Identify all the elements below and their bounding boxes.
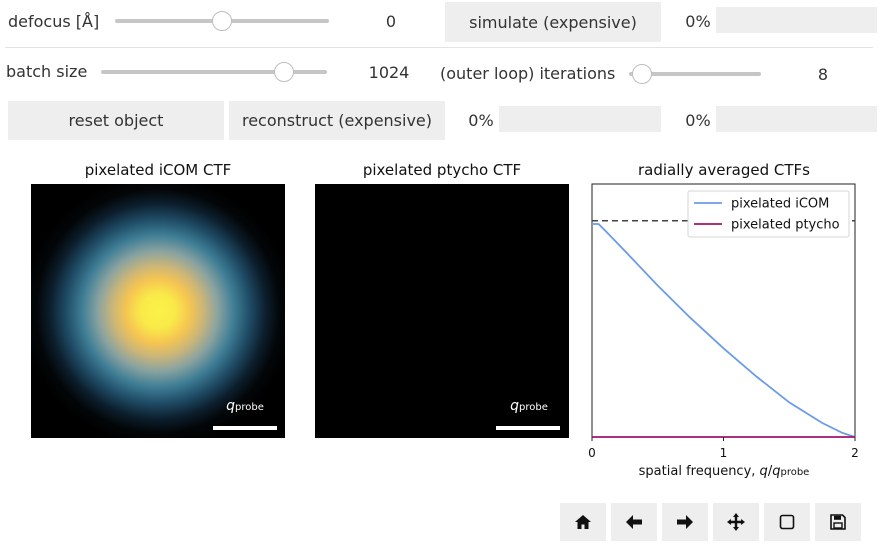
floppy-disk-icon [830,514,846,530]
save-button[interactable] [815,503,861,541]
x-tick-label: 1 [720,446,728,460]
iterations-label: (outer loop) iterations [440,64,616,83]
series-line-pixelated-iCOM [592,223,856,438]
zoom-rect-button[interactable] [764,503,810,541]
chart-title: radially averaged CTFs [638,161,810,179]
defocus-label: defocus [Å] [8,12,100,31]
batch-size-slider-thumb[interactable] [274,62,295,82]
batch-size-label: batch size [6,62,88,81]
icom-ctf-image: qprobe [31,184,285,438]
reconstruct-progress-bar [499,106,661,132]
legend-label: pixelated ptycho [731,218,840,233]
move-icon [727,513,745,531]
iterations-slider-thumb[interactable] [632,64,653,84]
pan-button[interactable] [713,503,759,541]
icom-scalebar-label: qprobe [226,398,264,414]
iterations-value: 8 [817,65,829,84]
home-icon [575,515,591,529]
simulate-progress-text: 0% [685,12,711,31]
arrow-left-icon [626,515,642,529]
simulate-progress-bar [716,7,877,33]
forward-button[interactable] [662,503,708,541]
radial-ctf-chart: 0 1 2 pixelated iCOM pixelated ptycho [588,183,859,460]
batch-size-value: 1024 [368,63,410,82]
reset-progress-text: 0% [685,111,711,130]
x-tick-label: 0 [588,446,596,460]
reconstruct-progress-text: 0% [468,111,494,130]
ptycho-ctf-title: pixelated ptycho CTF [362,161,522,179]
home-button[interactable] [560,503,606,541]
ptycho-ctf-image: qprobe [315,184,569,438]
x-tick-label: 2 [851,446,859,460]
legend-box [687,190,850,238]
defocus-slider-thumb[interactable] [212,11,232,31]
square-icon [779,514,795,530]
icom-ctf-title: pixelated iCOM CTF [84,161,232,179]
back-button[interactable] [611,503,657,541]
reconstruct-button[interactable]: reconstruct (expensive) [229,101,445,140]
ptycho-scalebar-label: qprobe [510,398,548,414]
defocus-value: 0 [385,12,397,31]
ptycho-scalebar [496,426,560,430]
row-divider [5,47,873,48]
simulate-button[interactable]: simulate (expensive) [445,2,661,42]
legend-label: pixelated iCOM [731,197,829,212]
chart-xlabel: spatial frequency, q/qprobe [638,464,810,479]
reset-object-button[interactable]: reset object [8,101,224,140]
reset-progress-bar [716,106,877,132]
icom-scalebar [213,426,277,430]
arrow-right-icon [677,515,693,529]
